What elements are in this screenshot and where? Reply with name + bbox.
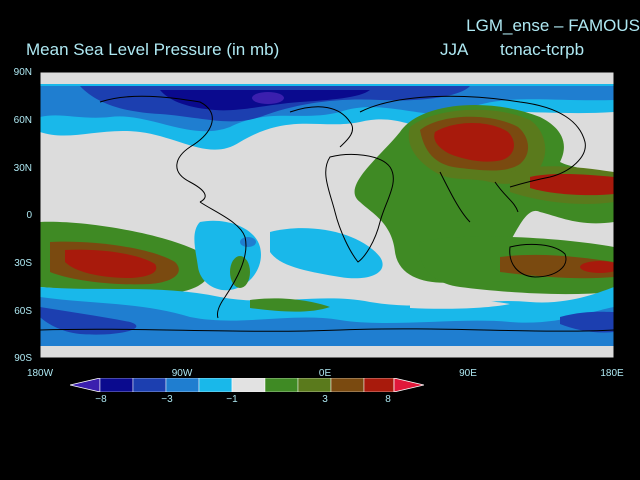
colorbar-label-8: 8 — [385, 394, 391, 405]
colorbar-label-3: 3 — [322, 394, 328, 405]
colorbar-label-minus8: −8 — [95, 394, 107, 405]
lat-label-30n: 30N — [13, 163, 32, 174]
lon-label-180w: 180W — [26, 368, 54, 379]
southern-regions — [40, 220, 614, 316]
asia-high-region — [354, 105, 614, 283]
colorbar-label-minus1: −1 — [226, 394, 238, 405]
colorbar-low-arrow — [70, 378, 101, 392]
lon-label-90w: 90W — [171, 368, 193, 379]
pressure-map — [40, 72, 614, 358]
lon-label-0e: 0E — [318, 368, 332, 379]
lat-label-equator: 0 — [26, 210, 32, 221]
map-title: Mean Sea Level Pressure (in mb) — [26, 40, 280, 59]
colorbar-high-arrow — [393, 378, 424, 392]
south-low-region — [40, 287, 614, 346]
colorbar-label-minus3: −3 — [161, 394, 173, 405]
lat-label-60s: 60S — [14, 306, 32, 317]
experiment-label: tcnac-tcrpb — [500, 40, 585, 59]
model-title: LGM_ense – FAMOUS — [466, 16, 640, 35]
season-label: JJA — [440, 40, 469, 59]
north-low-region — [40, 84, 614, 150]
lat-label-90n: 90N — [13, 67, 32, 78]
lon-label-90e: 90E — [459, 368, 477, 379]
lat-label-60n: 60N — [13, 115, 32, 126]
colorbar — [70, 378, 424, 392]
lon-label-180e: 180E — [600, 368, 624, 379]
coastlines — [40, 95, 614, 332]
lat-label-90s: 90S — [14, 353, 32, 364]
lat-label-30s: 30S — [14, 258, 32, 269]
